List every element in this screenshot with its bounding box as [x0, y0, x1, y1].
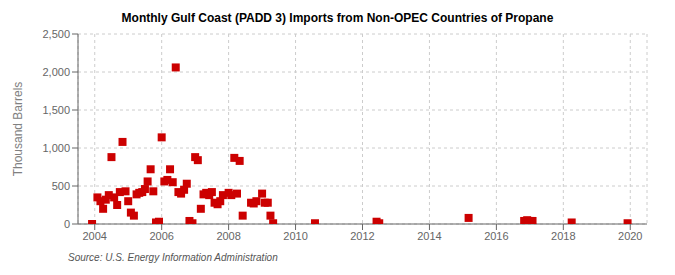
svg-text:1,500: 1,500	[42, 104, 70, 116]
svg-text:500: 500	[52, 180, 70, 192]
svg-text:2008: 2008	[216, 230, 240, 242]
svg-text:2,500: 2,500	[42, 28, 70, 40]
svg-text:2020: 2020	[618, 230, 642, 242]
html-text:Monthly Gulf Coast (PADD 3) Im: Monthly Gulf Coast (PADD 3) Imports from…	[121, 11, 554, 25]
svg-text:2004: 2004	[82, 230, 106, 242]
svg-text:2006: 2006	[149, 230, 173, 242]
svg-text:2016: 2016	[484, 230, 508, 242]
svg-text:2,000: 2,000	[42, 66, 70, 78]
svg-text:2014: 2014	[417, 230, 441, 242]
svg-text:1,000: 1,000	[42, 142, 70, 154]
svg-text:Thousand Barrels: Thousand Barrels	[11, 82, 25, 177]
svg-text:2012: 2012	[350, 230, 374, 242]
svg-text:2010: 2010	[283, 230, 307, 242]
svg-text:2018: 2018	[551, 230, 575, 242]
html-text:Source: U.S. Energy Informatio: Source: U.S. Energy Information Administ…	[68, 252, 278, 263]
svg-text:0: 0	[64, 218, 70, 230]
